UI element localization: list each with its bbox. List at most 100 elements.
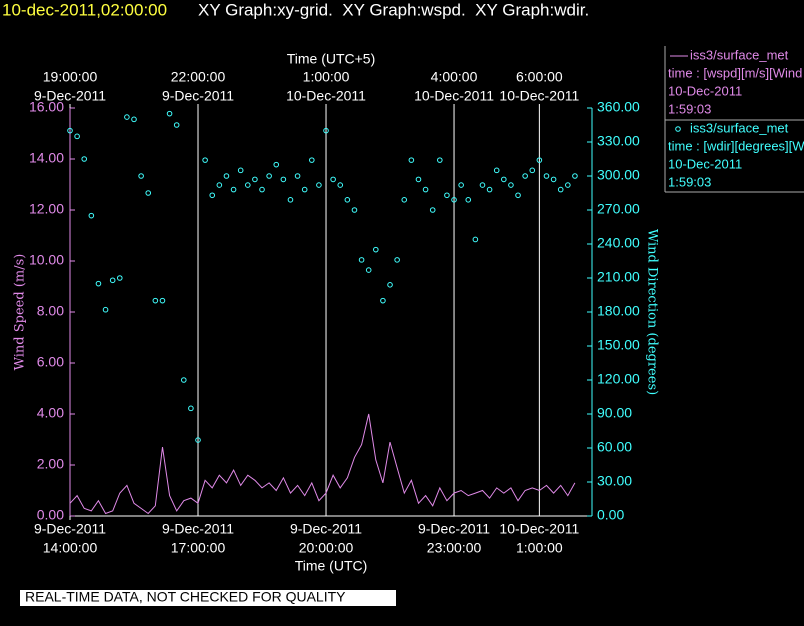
y2-tick-label: 300.00 [597, 167, 640, 183]
direction-point [387, 282, 393, 288]
direction-point [472, 236, 479, 243]
y-tick-label: 8.00 [37, 303, 64, 319]
x-tick-label: 20:00:00 [299, 540, 354, 556]
x2-tick-label: 6:00:00 [516, 69, 563, 85]
x2-tick-label: 9-Dec-2011 [34, 88, 106, 104]
direction-point [74, 133, 80, 140]
direction-point [202, 157, 208, 163]
legend-detail: 1:59:03 [668, 101, 711, 116]
note-box [20, 590, 396, 606]
direction-point [294, 173, 301, 179]
direction-point [373, 246, 379, 253]
direction-point [458, 182, 464, 188]
x-axis-label: Time (UTC) [295, 558, 368, 574]
x-tick-label: 1:00:00 [516, 540, 563, 556]
legend-detail: 10-Dec-2011 [668, 83, 742, 98]
direction-point [550, 176, 557, 183]
x-tick-label: 9-Dec-2011 [162, 521, 234, 537]
direction-point [223, 173, 230, 179]
x2-tick-label: 22:00:00 [171, 69, 226, 85]
x-tick-label: 9-Dec-2011 [418, 521, 490, 537]
speed-line [69, 413, 576, 515]
x-tick-label: 10-Dec-2011 [499, 521, 579, 537]
x2-tick-label: 10-Dec-2011 [499, 88, 579, 104]
direction-point [351, 207, 358, 213]
direction-point [195, 437, 201, 443]
direction-point [244, 182, 251, 188]
y2-tick-label: 150.00 [597, 337, 640, 353]
direction-point [166, 110, 173, 117]
direction-point [323, 127, 329, 134]
legend-detail: 10-Dec-2011 [668, 156, 742, 171]
direction-point [266, 173, 272, 179]
direction-point [429, 207, 436, 213]
direction-point [237, 167, 244, 174]
y2-tick-label: 240.00 [597, 235, 640, 251]
legend-label: iss3/surface_met [690, 47, 789, 62]
y2-tick-label: 30.00 [597, 473, 632, 489]
y2-axis-label: Wind Direction (degrees) [645, 229, 660, 395]
y-tick-label: 16.00 [29, 99, 64, 115]
x2-tick-label: 19:00:00 [43, 69, 98, 85]
legend-label: iss3/surface_met [690, 120, 789, 135]
y2-tick-label: 180.00 [597, 303, 640, 319]
direction-point [138, 173, 144, 179]
direction-point [159, 297, 166, 304]
direction-point [337, 182, 344, 188]
y2-tick-label: 210.00 [597, 269, 640, 285]
direction-point [102, 306, 109, 313]
direction-point [180, 377, 187, 383]
direction-point [508, 182, 514, 188]
direction-point [572, 173, 578, 179]
direction-point [173, 122, 180, 128]
y-tick-label: 14.00 [29, 150, 64, 166]
x2-tick-label: 10-Dec-2011 [414, 88, 494, 104]
legend [664, 46, 804, 193]
direction-point [394, 257, 400, 263]
direction-point [444, 192, 450, 199]
direction-point [308, 157, 315, 163]
x2-tick-label: 10-Dec-2011 [286, 88, 366, 104]
direction-point [216, 182, 223, 188]
y2-tick-label: 60.00 [597, 439, 632, 455]
direction-point [515, 192, 521, 199]
note: REAL-TIME DATA, NOT CHECKED FOR QUALITY [25, 589, 346, 605]
direction-point [522, 173, 528, 179]
legend-detail: time : [wdir][degrees][W [668, 138, 804, 153]
direction-point [81, 156, 88, 162]
y-tick-label: 12.00 [29, 201, 64, 217]
direction-point [486, 186, 493, 193]
direction-point [415, 176, 422, 183]
x2-tick-label: 1:00:00 [303, 69, 350, 85]
x-tick-label: 17:00:00 [171, 540, 226, 556]
legend-detail: 1:59:03 [668, 174, 711, 189]
direction-point [557, 186, 564, 193]
direction-point [88, 212, 95, 219]
direction-point [109, 277, 116, 284]
direction-point [465, 197, 472, 203]
x-tick-label: 23:00:00 [427, 540, 482, 556]
direction-point [493, 167, 500, 174]
direction-point [422, 186, 429, 193]
y2-tick-label: 90.00 [597, 405, 632, 421]
direction-point [543, 173, 550, 179]
direction-point [380, 297, 386, 304]
y2-tick-label: 270.00 [597, 201, 640, 217]
direction-point [280, 176, 287, 183]
direction-point [259, 186, 265, 193]
x-tick-label: 9-Dec-2011 [34, 521, 106, 537]
direction-point [479, 182, 486, 188]
direction-point [451, 197, 457, 203]
x-tick-label: 9-Dec-2011 [290, 521, 362, 537]
direction-point [330, 176, 336, 183]
direction-point [287, 197, 294, 203]
direction-point [124, 114, 130, 120]
direction-point [437, 157, 443, 163]
y-tick-label: 6.00 [37, 354, 64, 370]
title-time: 10-dec-2011,02:00:00 [2, 0, 167, 19]
direction-point [273, 161, 280, 168]
direction-point [209, 192, 216, 199]
y-tick-label: 4.00 [37, 405, 64, 421]
